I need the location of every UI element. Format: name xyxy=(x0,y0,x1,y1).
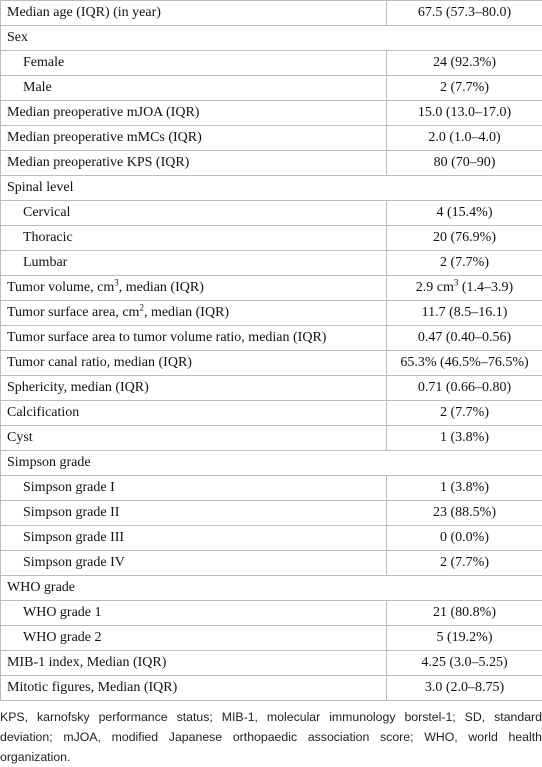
text-part: , median (IQR) xyxy=(119,280,204,295)
row-label: Tumor surface area to tumor volume ratio… xyxy=(1,326,387,351)
row-label: Female xyxy=(1,51,387,76)
row-value: 0.47 (0.40–0.56) xyxy=(387,326,542,351)
row-label: Tumor surface area, cm2, median (IQR) xyxy=(1,301,387,326)
group-label: WHO grade xyxy=(1,576,542,601)
group-label: Sex xyxy=(1,26,542,51)
row-label: Simpson grade I xyxy=(1,476,387,501)
row-label: Simpson grade III xyxy=(1,526,387,551)
row-value: 23 (88.5%) xyxy=(387,501,542,526)
row-label: Cyst xyxy=(1,426,387,451)
text-part: Tumor volume, cm xyxy=(7,280,114,295)
group-header-row: Simpson grade xyxy=(1,451,542,476)
row-label: MIB-1 index, Median (IQR) xyxy=(1,651,387,676)
row-value: 11.7 (8.5–16.1) xyxy=(387,301,542,326)
table-row: Mitotic figures, Median (IQR)3.0 (2.0–8.… xyxy=(1,676,542,701)
row-label: Median preoperative mMCs (IQR) xyxy=(1,126,387,151)
row-value: 67.5 (57.3–80.0) xyxy=(387,1,542,26)
row-label: Median preoperative KPS (IQR) xyxy=(1,151,387,176)
row-value: 2.9 cm3 (1.4–3.9) xyxy=(387,276,542,301)
row-value: 0.71 (0.66–0.80) xyxy=(387,376,542,401)
row-value: 4.25 (3.0–5.25) xyxy=(387,651,542,676)
row-value: 0 (0.0%) xyxy=(387,526,542,551)
row-value: 24 (92.3%) xyxy=(387,51,542,76)
row-value: 2 (7.7%) xyxy=(387,251,542,276)
row-label: Simpson grade IV xyxy=(1,551,387,576)
table-row: Tumor surface area to tumor volume ratio… xyxy=(1,326,542,351)
row-label: WHO grade 1 xyxy=(1,601,387,626)
row-value: 2.0 (1.0–4.0) xyxy=(387,126,542,151)
row-value: 2 (7.7%) xyxy=(387,76,542,101)
row-value: 2 (7.7%) xyxy=(387,551,542,576)
row-label: Median age (IQR) (in year) xyxy=(1,1,387,26)
row-value: 1 (3.8%) xyxy=(387,476,542,501)
row-label: Sphericity, median (IQR) xyxy=(1,376,387,401)
row-label: Cervical xyxy=(1,201,387,226)
text-part: 2.9 cm xyxy=(416,280,454,295)
row-value: 15.0 (13.0–17.0) xyxy=(387,101,542,126)
table-row: Median age (IQR) (in year)67.5 (57.3–80.… xyxy=(1,1,542,26)
row-label: Tumor canal ratio, median (IQR) xyxy=(1,351,387,376)
data-table: Median age (IQR) (in year)67.5 (57.3–80.… xyxy=(0,0,542,701)
row-label: Median preoperative mJOA (IQR) xyxy=(1,101,387,126)
row-value: 3.0 (2.0–8.75) xyxy=(387,676,542,701)
group-header-row: Sex xyxy=(1,26,542,51)
text-part: (1.4–3.9) xyxy=(458,280,513,295)
row-value: 20 (76.9%) xyxy=(387,226,542,251)
table-row: Median preoperative mMCs (IQR)2.0 (1.0–4… xyxy=(1,126,542,151)
text-part: , median (IQR) xyxy=(144,305,229,320)
table-row: MIB-1 index, Median (IQR)4.25 (3.0–5.25) xyxy=(1,651,542,676)
table-row: Tumor volume, cm3, median (IQR)2.9 cm3 (… xyxy=(1,276,542,301)
row-label: Male xyxy=(1,76,387,101)
row-label: Thoracic xyxy=(1,226,387,251)
row-label: WHO grade 2 xyxy=(1,626,387,651)
group-header-row: WHO grade xyxy=(1,576,542,601)
table-row: Median preoperative mJOA (IQR)15.0 (13.0… xyxy=(1,101,542,126)
table-row: Median preoperative KPS (IQR)80 (70–90) xyxy=(1,151,542,176)
text-part: Tumor surface area, cm xyxy=(7,305,139,320)
table-row: Sphericity, median (IQR)0.71 (0.66–0.80) xyxy=(1,376,542,401)
group-label: Simpson grade xyxy=(1,451,542,476)
row-value: 80 (70–90) xyxy=(387,151,542,176)
row-value: 4 (15.4%) xyxy=(387,201,542,226)
footnote: KPS, karnofsky performance status; MIB-1… xyxy=(0,707,542,767)
table-body: Median age (IQR) (in year)67.5 (57.3–80.… xyxy=(1,1,542,701)
group-label: Spinal level xyxy=(1,176,542,201)
row-value: 1 (3.8%) xyxy=(387,426,542,451)
row-label: Calcification xyxy=(1,401,387,426)
row-label: Simpson grade II xyxy=(1,501,387,526)
table-row: Tumor surface area, cm2, median (IQR)11.… xyxy=(1,301,542,326)
row-value: 2 (7.7%) xyxy=(387,401,542,426)
row-value: 5 (19.2%) xyxy=(387,626,542,651)
group-header-row: Spinal level xyxy=(1,176,542,201)
row-value: 21 (80.8%) xyxy=(387,601,542,626)
row-label: Tumor volume, cm3, median (IQR) xyxy=(1,276,387,301)
row-value: 65.3% (46.5%–76.5%) xyxy=(387,351,542,376)
table-row: Tumor canal ratio, median (IQR)65.3% (46… xyxy=(1,351,542,376)
row-label: Mitotic figures, Median (IQR) xyxy=(1,676,387,701)
row-label: Lumbar xyxy=(1,251,387,276)
